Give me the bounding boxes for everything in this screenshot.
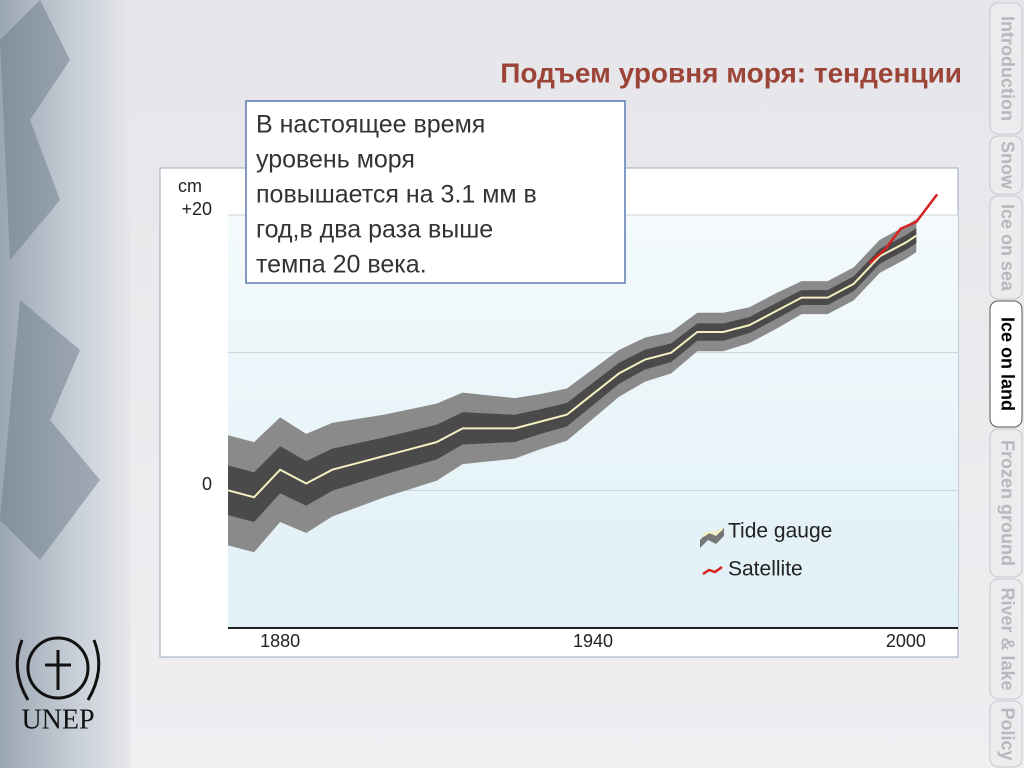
tab[interactable] [989, 300, 1023, 428]
legend-band [700, 528, 724, 548]
y-tick-label: +20 [181, 199, 212, 219]
series-line [868, 193, 939, 265]
unep-emblem [15, 636, 101, 701]
tab[interactable] [989, 2, 1023, 135]
tab-label[interactable]: River & lake [997, 587, 1017, 690]
slide-title: Подъем уровня моря: тенденции [500, 57, 962, 88]
note-line: В настоящее время [256, 111, 485, 139]
tab-label[interactable]: Snow [997, 141, 1017, 190]
x-tick-label: 1880 [260, 631, 300, 651]
tab[interactable] [989, 135, 1023, 195]
legend-swatch [702, 527, 723, 538]
series-line [227, 234, 917, 499]
tab-label[interactable]: Ice on sea [997, 204, 1017, 292]
tab[interactable] [989, 195, 1023, 300]
tab-label[interactable]: Ice on land [997, 317, 1017, 411]
note-box [245, 100, 626, 284]
note-line: уровень моря [256, 146, 415, 174]
x-tick-label: 2000 [886, 631, 926, 651]
tab[interactable] [989, 700, 1023, 768]
legend-label: Tide gauge [728, 520, 832, 543]
logo-text: UNEP [21, 704, 94, 735]
tab[interactable] [989, 428, 1023, 578]
note-line: год,в два раза выше [256, 216, 493, 244]
ice-texture [0, 0, 100, 560]
tab-label[interactable]: Policy [997, 707, 1017, 760]
note-line: темпа 20 века. [256, 251, 427, 279]
tab-label[interactable]: Frozen ground [997, 440, 1017, 566]
inner-band [228, 228, 917, 522]
tab-label[interactable]: Introduction [997, 16, 1017, 121]
x-tick-label: 1940 [573, 631, 613, 651]
note-line: повышается на 3.1 мм в [256, 181, 537, 209]
legend-swatch [702, 565, 723, 576]
y-unit: cm [178, 176, 202, 196]
legend-label: Satellite [728, 558, 803, 581]
y-tick-label: 0 [202, 474, 212, 494]
tab[interactable] [989, 578, 1023, 700]
